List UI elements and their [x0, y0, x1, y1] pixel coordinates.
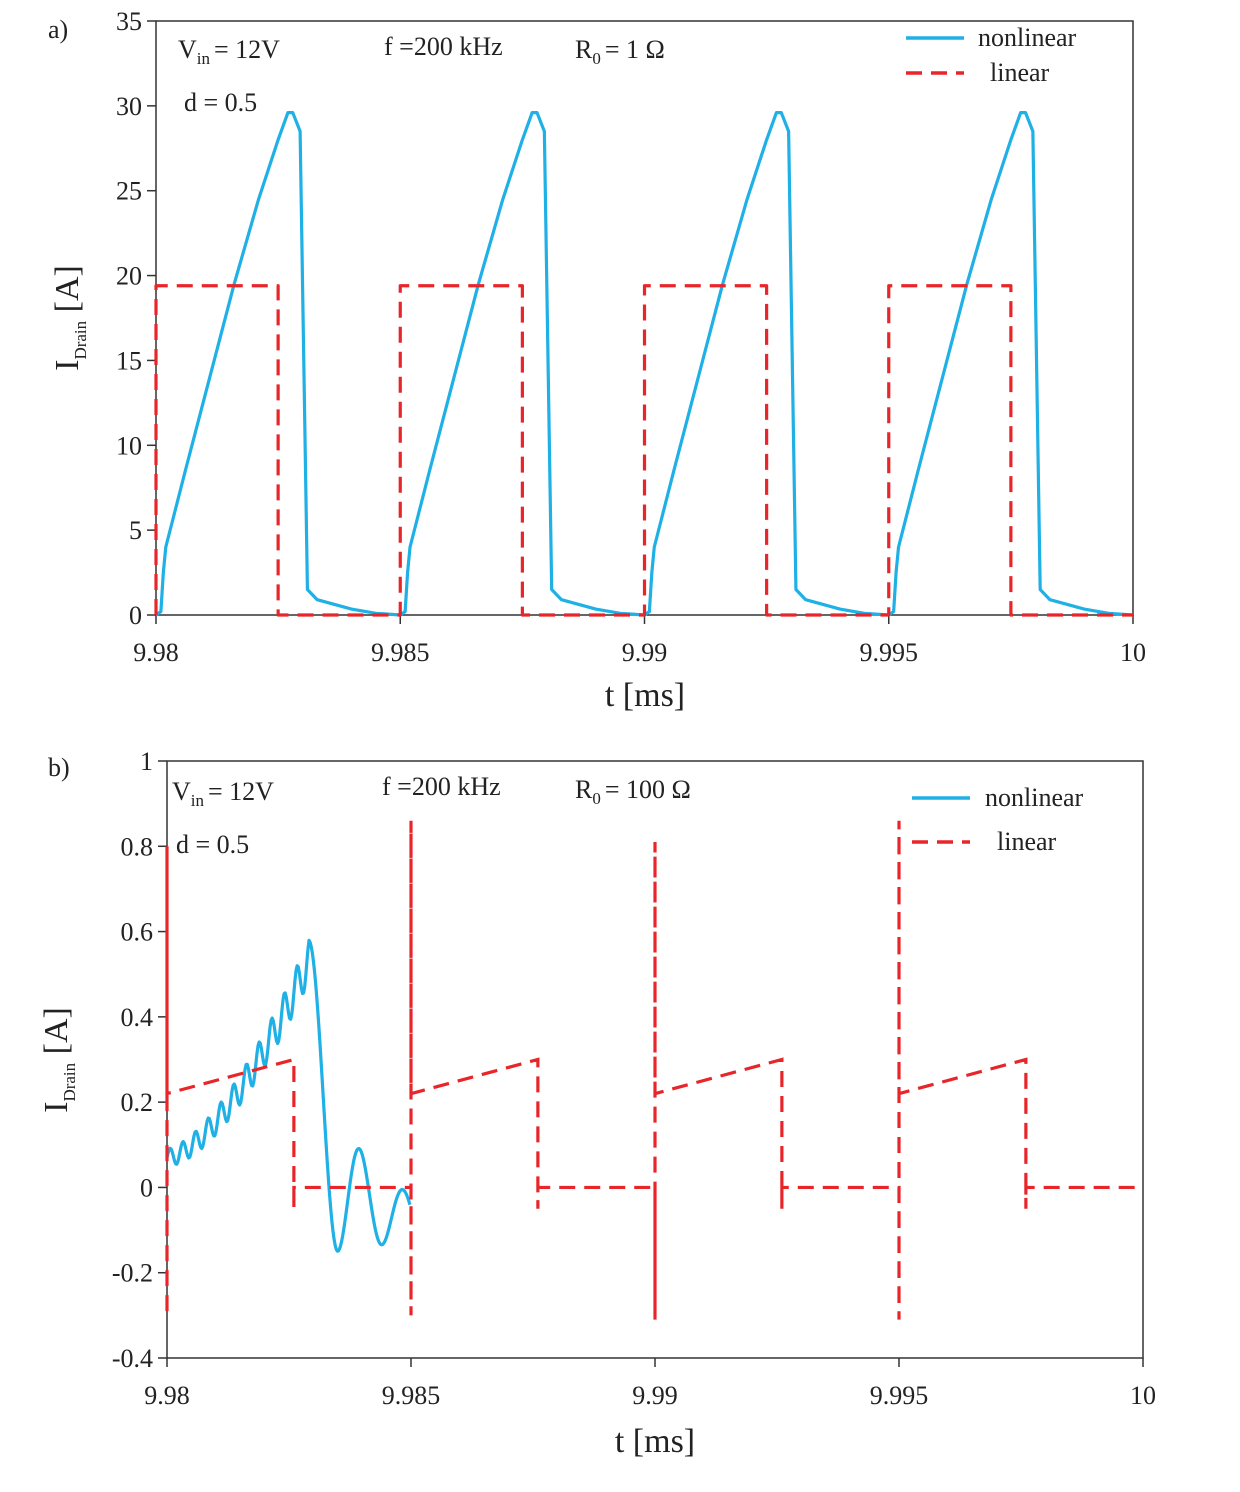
- panel-b-x-tick-label: 9.995: [870, 1381, 929, 1410]
- panel-a-duty-annotation: d = 0.5: [184, 88, 257, 117]
- panel-a-y-tick-label: 25: [116, 177, 142, 206]
- panel-b-y-tick-label: -0.4: [112, 1344, 153, 1373]
- panel-b-x-tick-label: 9.98: [144, 1381, 190, 1410]
- panel-a: a) 0 5 10 15 20 25 30 35 9.98 9.985 9.99 9.995 10 I…: [48, 7, 1146, 714]
- panel-a-x-tick-label: 9.995: [860, 638, 919, 667]
- panel-b-y-ticks: -0.4 -0.2 0 0.2 0.4 0.6 0.8 1: [112, 747, 167, 1373]
- panel-a-legend-nonlinear-label: nonlinear: [978, 23, 1077, 52]
- panel-a-y-tick-label: 0: [129, 601, 142, 630]
- panel-b-x-tick-label: 9.985: [382, 1381, 441, 1410]
- panel-a-series: [154, 111, 1134, 617]
- panel-a-label: a): [48, 15, 68, 44]
- panel-a-r0-main: R: [575, 35, 593, 64]
- panel-a-y-tick-label: 5: [129, 516, 142, 545]
- panel-b-y-tick-label: 0.8: [121, 832, 154, 861]
- panel-b-r0-main: R: [575, 775, 593, 804]
- panel-a-y-ticks: 0 5 10 15 20 25 30 35: [116, 7, 156, 630]
- panel-a-x-ticks: 9.98 9.985 9.99 9.995 10: [133, 615, 1146, 667]
- panel-a-freq-annotation: f =200 kHz: [384, 32, 503, 61]
- panel-b-y-tick-label: 0.2: [121, 1088, 154, 1117]
- panel-b-duty-annotation: d = 0.5: [176, 830, 249, 859]
- panel-a-ylabel-sub: Drain: [71, 320, 90, 359]
- panel-b-r0-sub: 0: [592, 789, 601, 808]
- panel-a-vin-rest: = 12V: [214, 35, 280, 64]
- panel-b-vin-rest: = 12V: [208, 777, 274, 806]
- panel-b-vin-sub: in: [191, 791, 205, 810]
- panel-b-ylabel-main: I: [38, 1102, 75, 1113]
- panel-a-y-tick-label: 15: [116, 346, 142, 375]
- panel-b-linear-series-line: [165, 820, 1143, 1320]
- panel-a-ylabel-main: I: [49, 360, 86, 371]
- panel-a-x-axis-label: t [ms]: [605, 677, 685, 714]
- panel-b-freq-annotation: f =200 kHz: [382, 772, 501, 801]
- panel-b: b) -0.4-0.200.20.40.60.81 9.98 9.985 9.99 9…: [38, 747, 1156, 1460]
- panel-a-y-axis-label: IDrain [A]: [49, 265, 90, 371]
- panel-b-y-tick-label: 1: [140, 747, 153, 776]
- panel-b-vin-annotation: Vin = 12V: [172, 777, 274, 810]
- panel-b-legend: nonlinear linear: [912, 783, 1084, 856]
- panel-a-r0-rest: = 1 Ω: [605, 35, 665, 64]
- panel-b-y-tick-label: 0.4: [121, 1003, 154, 1032]
- panel-b-y-tick-label: 0.6: [121, 918, 154, 947]
- panel-a-y-tick-label: 20: [116, 262, 142, 291]
- panel-a-r0-sub: 0: [592, 49, 601, 68]
- panel-a-y-tick-label: 10: [116, 431, 142, 460]
- panel-a-vin-main: V: [178, 35, 197, 64]
- panel-b-r0-annotation: R0 = 100 Ω: [575, 775, 691, 808]
- panel-b-x-tick-label: 10: [1130, 1381, 1156, 1410]
- panel-a-x-tick-label: 10: [1120, 638, 1146, 667]
- panel-b-label: b): [48, 753, 70, 782]
- panel-b-vin-main: V: [172, 777, 191, 806]
- panel-b-y-axis-label: IDrain [A]: [38, 1007, 79, 1113]
- panel-b-nonlinear-series-line: [165, 938, 412, 1253]
- panel-b-ylabel-unit: [A]: [38, 1007, 75, 1063]
- panel-a-ylabel-unit: [A]: [49, 265, 86, 321]
- panel-a-vin-annotation: Vin = 12V: [178, 35, 280, 68]
- panel-a-linear-series-line: [154, 284, 1133, 617]
- panel-b-y-tick-label: 0: [140, 1173, 153, 1202]
- panel-b-legend-linear-label: linear: [997, 827, 1057, 856]
- panel-a-legend-linear-label: linear: [990, 58, 1050, 87]
- panel-a-x-tick-label: 9.99: [622, 638, 668, 667]
- panel-b-y-tick-label: -0.2: [112, 1259, 153, 1288]
- panel-b-x-axis-label: t [ms]: [615, 1423, 695, 1460]
- panel-b-x-tick-label: 9.99: [632, 1381, 678, 1410]
- panel-a-r0-annotation: R0 = 1 Ω: [575, 35, 665, 68]
- panel-a-vin-sub: in: [197, 49, 211, 68]
- panel-a-x-tick-label: 9.98: [133, 638, 179, 667]
- panel-b-x-ticks: 9.98 9.985 9.99 9.995 10: [144, 1358, 1156, 1410]
- panel-b-series: [165, 820, 1143, 1320]
- panel-b-legend-nonlinear-label: nonlinear: [985, 783, 1084, 812]
- panel-b-r0-rest: = 100 Ω: [605, 775, 691, 804]
- panel-a-y-tick-label: 30: [116, 92, 142, 121]
- panel-a-legend: nonlinear linear: [906, 23, 1077, 87]
- panel-a-x-tick-label: 9.985: [371, 638, 430, 667]
- panel-a-y-tick-label: 35: [116, 7, 142, 36]
- panel-b-ylabel-sub: Drain: [60, 1062, 79, 1101]
